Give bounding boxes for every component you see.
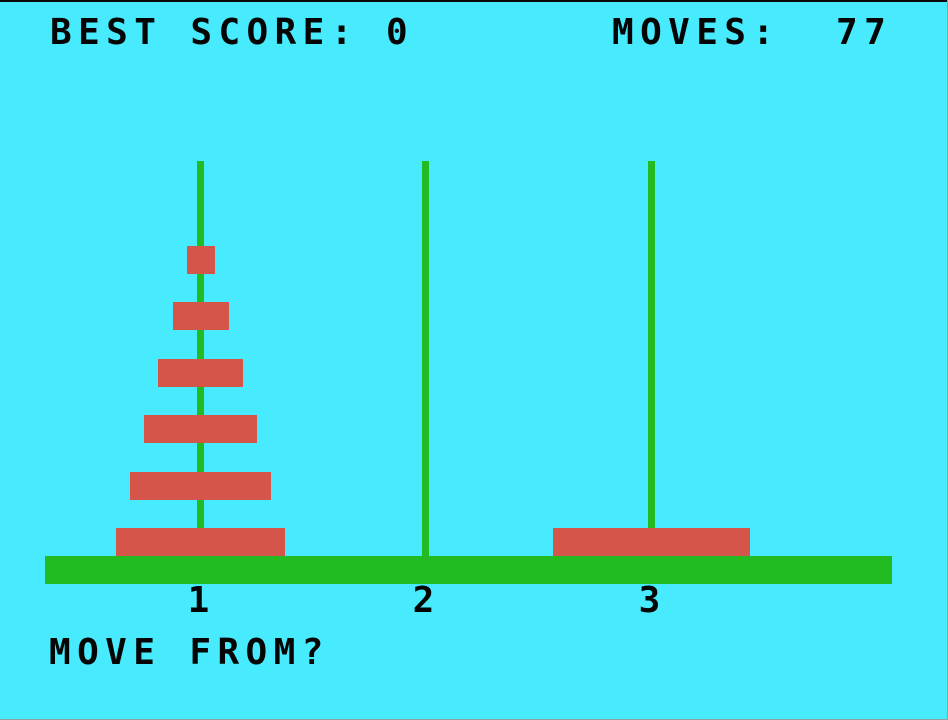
- top-border: [0, 0, 947, 2]
- disc-size-3-peg-1[interactable]: [158, 358, 243, 387]
- disc-size-1-peg-1[interactable]: [186, 246, 215, 274]
- disc-size-5-peg-1[interactable]: [130, 471, 271, 500]
- moves-label: MOVES:: [612, 12, 781, 53]
- best-score-value: 0: [386, 12, 415, 53]
- peg-label-2: 2: [412, 580, 435, 621]
- peg-2[interactable]: [422, 161, 429, 556]
- base-bar: [45, 556, 892, 584]
- disc-size-2-peg-1[interactable]: [172, 302, 229, 331]
- best-score-label: BEST SCORE:: [50, 12, 359, 53]
- peg-1[interactable]: [197, 161, 204, 556]
- disc-size-4-peg-1[interactable]: [144, 415, 257, 444]
- disc-size-7-peg-3[interactable]: [553, 528, 750, 556]
- moves-value: 77: [836, 12, 893, 53]
- peg-label-1: 1: [187, 580, 210, 621]
- disc-size-6-peg-1[interactable]: [116, 528, 285, 556]
- peg-3[interactable]: [648, 161, 655, 556]
- peg-label-3: 3: [638, 580, 661, 621]
- prompt-text: MOVE FROM?: [49, 632, 330, 673]
